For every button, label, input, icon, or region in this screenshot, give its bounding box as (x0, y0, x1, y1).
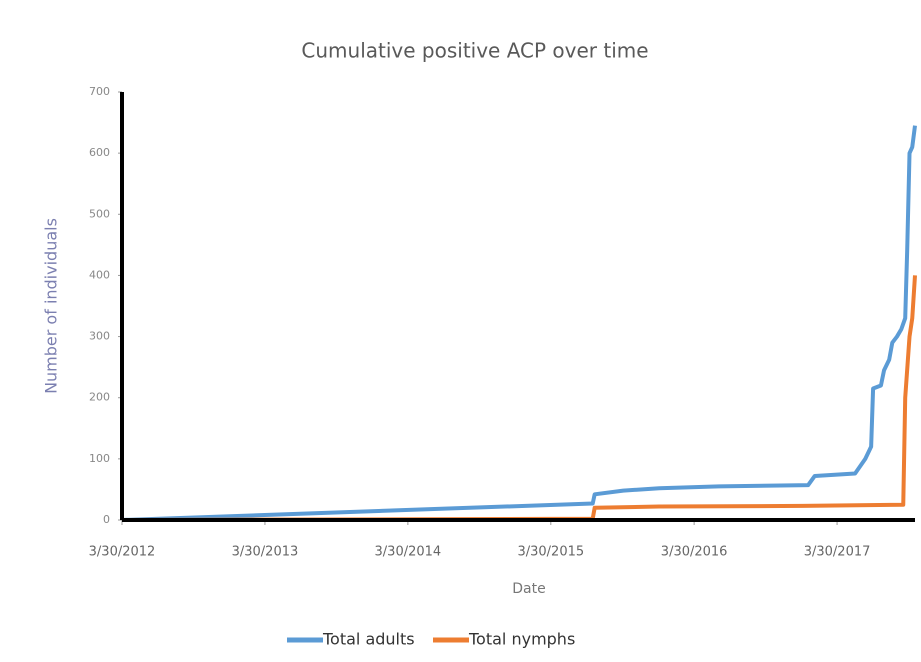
x-tick-label: 3/30/2016 (661, 545, 728, 560)
x-tick-label: 3/30/2017 (804, 545, 871, 560)
y-tick-label: 300 (89, 330, 110, 343)
chart-title: Cumulative positive ACP over time (301, 39, 648, 63)
y-tick-label: 0 (103, 513, 110, 526)
y-tick-label: 700 (89, 85, 110, 98)
x-tick-label: 3/30/2014 (375, 545, 442, 560)
x-tick-label: 3/30/2012 (89, 545, 156, 560)
legend-label: Total nymphs (468, 630, 575, 649)
y-tick-label: 200 (89, 391, 110, 404)
x-tick-label: 3/30/2013 (232, 545, 299, 560)
y-tick-label: 500 (89, 207, 110, 220)
y-axis-title: Number of individuals (42, 218, 61, 394)
series-line (121, 275, 917, 522)
y-tick-label: 400 (89, 268, 110, 281)
y-tick-label: 100 (89, 452, 110, 465)
y-tick-label: 600 (89, 146, 110, 159)
x-tick-label: 3/30/2015 (517, 545, 584, 560)
legend-label: Total adults (322, 630, 415, 649)
x-axis-title: Date (512, 581, 545, 597)
series-line (121, 125, 917, 522)
